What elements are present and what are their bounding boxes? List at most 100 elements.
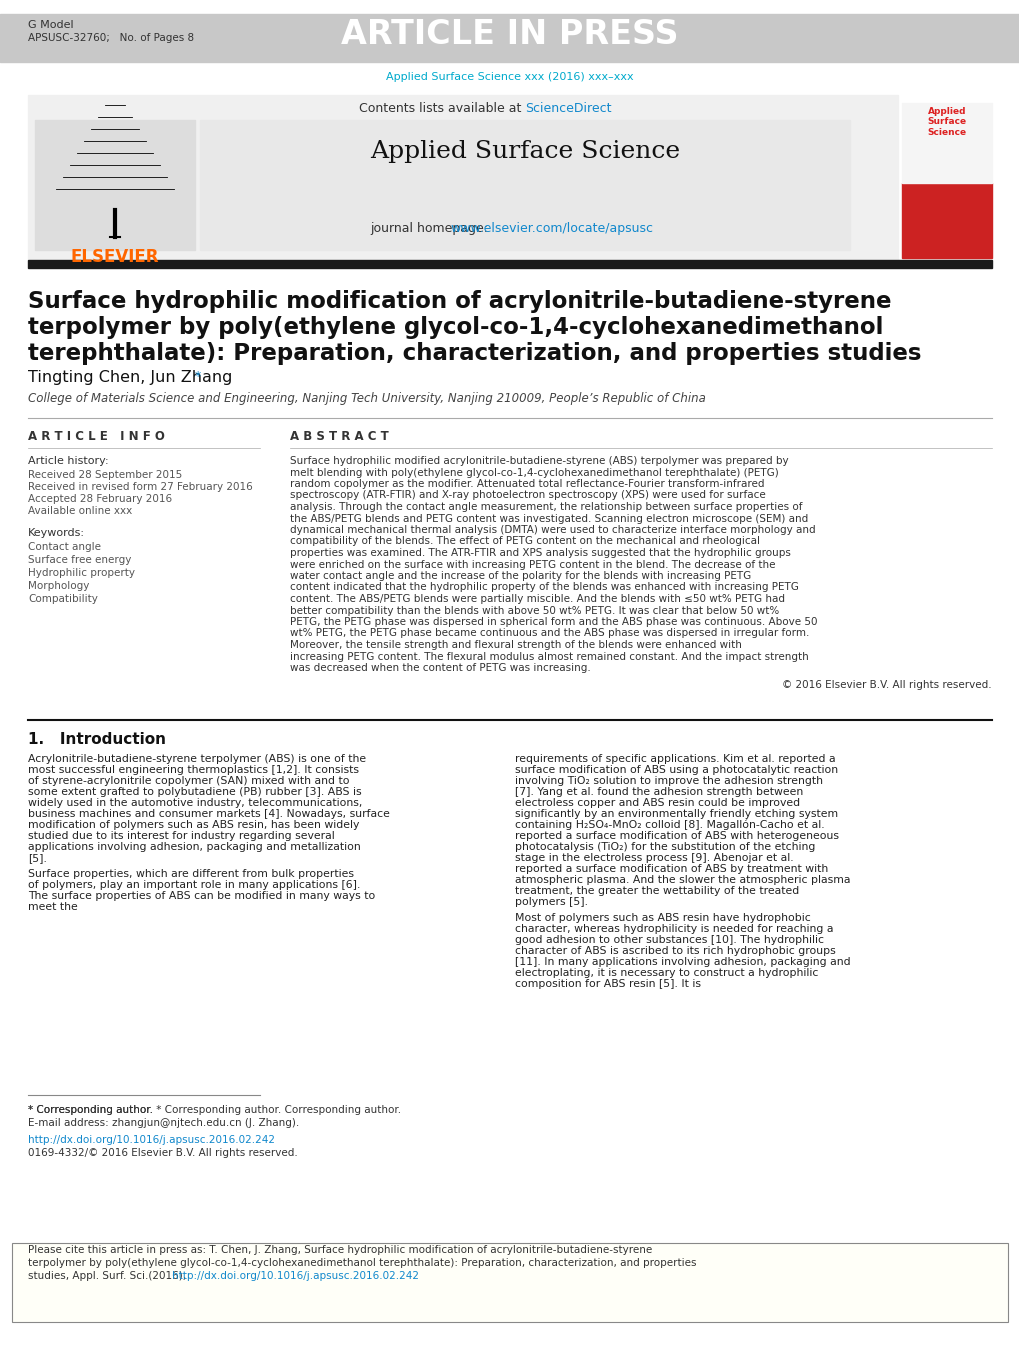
Text: meet the: meet the [28, 902, 77, 912]
Text: Surface hydrophilic modified acrylonitrile-butadiene-styrene (ABS) terpolymer wa: Surface hydrophilic modified acrylonitri… [289, 457, 788, 466]
Text: of polymers, play an important role in many applications [6].: of polymers, play an important role in m… [28, 880, 360, 890]
Text: composition for ABS resin [5]. It is: composition for ABS resin [5]. It is [515, 979, 700, 989]
Bar [35, 120, 195, 250]
Text: content indicated that the hydrophilic property of the blends was enhanced with : content indicated that the hydrophilic p… [289, 582, 798, 593]
Text: Acrylonitrile-butadiene-styrene terpolymer (ABS) is one of the: Acrylonitrile-butadiene-styrene terpolym… [28, 754, 366, 765]
Text: random copolymer as the modifier. Attenuated total reflectance-Fourier transform: random copolymer as the modifier. Attenu… [289, 480, 764, 489]
Text: Surface properties, which are different from bulk properties: Surface properties, which are different … [28, 869, 354, 880]
Text: journal homepage:: journal homepage: [370, 222, 491, 235]
Text: Surface hydrophilic modification of acrylonitrile-butadiene-styrene: Surface hydrophilic modification of acry… [28, 290, 891, 313]
Text: widely used in the automotive industry, telecommunications,: widely used in the automotive industry, … [28, 798, 362, 808]
Text: [11]. In many applications involving adhesion, packaging and: [11]. In many applications involving adh… [515, 957, 850, 967]
Text: studies, Appl. Surf. Sci.(2016),: studies, Appl. Surf. Sci.(2016), [28, 1271, 190, 1281]
Text: *: * [195, 370, 201, 382]
Text: electroplating, it is necessary to construct a hydrophilic: electroplating, it is necessary to const… [515, 969, 817, 978]
Text: business machines and consumer markets [4]. Nowadays, surface: business machines and consumer markets [… [28, 809, 389, 819]
Text: better compatibility than the blends with above 50 wt% PETG. It was clear that b: better compatibility than the blends wit… [289, 605, 779, 616]
Text: melt blending with poly(ethylene glycol-co-1,4-cyclohexanedimethanol terephthala: melt blending with poly(ethylene glycol-… [289, 467, 777, 477]
Text: treatment, the greater the wettability of the treated: treatment, the greater the wettability o… [515, 886, 799, 896]
Text: The surface properties of ABS can be modified in many ways to: The surface properties of ABS can be mod… [28, 892, 375, 901]
Bar [0, 14, 1019, 62]
Text: 1.   Introduction: 1. Introduction [28, 732, 166, 747]
Text: Accepted 28 February 2016: Accepted 28 February 2016 [28, 494, 172, 504]
Text: were enriched on the surface with increasing PETG content in the blend. The decr: were enriched on the surface with increa… [289, 559, 774, 570]
Text: spectroscopy (ATR-FTIR) and X-ray photoelectron spectroscopy (XPS) were used for: spectroscopy (ATR-FTIR) and X-ray photoe… [289, 490, 765, 500]
Text: * Corresponding author. * Corresponding author. Corresponding author.: * Corresponding author. * Corresponding … [28, 1105, 400, 1115]
Bar [901, 182, 991, 258]
Text: analysis. Through the contact angle measurement, the relationship between surfac: analysis. Through the contact angle meas… [289, 503, 802, 512]
Text: applications involving adhesion, packaging and metallization: applications involving adhesion, packagi… [28, 842, 361, 852]
Bar [28, 95, 897, 259]
Text: ARTICLE IN PRESS: ARTICLE IN PRESS [341, 18, 678, 51]
Text: some extent grafted to polybutadiene (PB) rubber [3]. ABS is: some extent grafted to polybutadiene (PB… [28, 788, 362, 797]
Text: Tingting Chen, Jun Zhang: Tingting Chen, Jun Zhang [28, 370, 232, 385]
Text: Applied Surface Science xxx (2016) xxx–xxx: Applied Surface Science xxx (2016) xxx–x… [386, 72, 633, 82]
Text: electroless copper and ABS resin could be improved: electroless copper and ABS resin could b… [515, 798, 799, 808]
Text: Compatibility: Compatibility [28, 594, 98, 604]
Text: reported a surface modification of ABS with heterogeneous: reported a surface modification of ABS w… [515, 831, 839, 842]
Text: terpolymer by poly(ethylene glycol-co-1,4-cyclohexanedimethanol: terpolymer by poly(ethylene glycol-co-1,… [28, 316, 882, 339]
Text: www.elsevier.com/locate/apsusc: www.elsevier.com/locate/apsusc [449, 222, 652, 235]
Text: of styrene-acrylonitrile copolymer (SAN) mixed with and to: of styrene-acrylonitrile copolymer (SAN)… [28, 775, 350, 786]
Text: Hydrophilic property: Hydrophilic property [28, 567, 135, 578]
Text: Article history:: Article history: [28, 457, 108, 466]
Text: content. The ABS/PETG blends were partially miscible. And the blends with ≤50 wt: content. The ABS/PETG blends were partia… [289, 594, 785, 604]
Text: ELSEVIER: ELSEVIER [70, 249, 159, 266]
Text: stage in the electroless process [9]. Abenojar et al.: stage in the electroless process [9]. Ab… [515, 852, 793, 863]
Text: E-mail address: zhangjun@njtech.edu.cn (J. Zhang).: E-mail address: zhangjun@njtech.edu.cn (… [28, 1119, 299, 1128]
Text: PETG, the PETG phase was dispersed in spherical form and the ABS phase was conti: PETG, the PETG phase was dispersed in sp… [289, 617, 816, 627]
Text: 0169-4332/© 2016 Elsevier B.V. All rights reserved.: 0169-4332/© 2016 Elsevier B.V. All right… [28, 1148, 298, 1158]
Text: Morphology: Morphology [28, 581, 90, 590]
Text: Please cite this article in press as: T. Chen, J. Zhang, Surface hydrophilic mod: Please cite this article in press as: T.… [28, 1246, 651, 1255]
Bar [901, 103, 991, 182]
Text: http://dx.doi.org/10.1016/j.apsusc.2016.02.242: http://dx.doi.org/10.1016/j.apsusc.2016.… [171, 1271, 418, 1281]
Bar [901, 103, 991, 258]
Text: Received in revised form 27 February 2016: Received in revised form 27 February 201… [28, 482, 253, 492]
Text: studied due to its interest for industry regarding several: studied due to its interest for industry… [28, 831, 334, 842]
Text: Moreover, the tensile strength and flexural strength of the blends were enhanced: Moreover, the tensile strength and flexu… [289, 640, 741, 650]
Text: College of Materials Science and Engineering, Nanjing Tech University, Nanjing 2: College of Materials Science and Enginee… [28, 392, 705, 405]
Text: reported a surface modification of ABS by treatment with: reported a surface modification of ABS b… [515, 865, 827, 874]
Text: compatibility of the blends. The effect of PETG content on the mechanical and rh: compatibility of the blends. The effect … [289, 536, 759, 547]
Text: containing H₂SO₄-MnO₂ colloid [8]. Magallón-Cacho et al.: containing H₂SO₄-MnO₂ colloid [8]. Magal… [515, 820, 823, 831]
Text: polymers [5].: polymers [5]. [515, 897, 587, 907]
Text: © 2016 Elsevier B.V. All rights reserved.: © 2016 Elsevier B.V. All rights reserved… [782, 680, 991, 689]
Text: Keywords:: Keywords: [28, 528, 85, 538]
Text: character of ABS is ascribed to its rich hydrophobic groups: character of ABS is ascribed to its rich… [515, 946, 835, 957]
Bar [28, 259, 991, 267]
Text: character, whereas hydrophilicity is needed for reaching a: character, whereas hydrophilicity is nee… [515, 924, 833, 934]
Text: modification of polymers such as ABS resin, has been widely: modification of polymers such as ABS res… [28, 820, 359, 830]
Text: water contact angle and the increase of the polarity for the blends with increas: water contact angle and the increase of … [289, 571, 751, 581]
Text: the ABS/PETG blends and PETG content was investigated. Scanning electron microsc: the ABS/PETG blends and PETG content was… [289, 513, 807, 523]
Text: increasing PETG content. The flexural modulus almost remained constant. And the : increasing PETG content. The flexural mo… [289, 651, 808, 662]
Text: Received 28 September 2015: Received 28 September 2015 [28, 470, 182, 480]
Text: wt% PETG, the PETG phase became continuous and the ABS phase was dispersed in ir: wt% PETG, the PETG phase became continuo… [289, 628, 809, 639]
Text: Contents lists available at: Contents lists available at [359, 101, 525, 115]
Text: [5].: [5]. [28, 852, 47, 863]
FancyBboxPatch shape [12, 1243, 1007, 1323]
Text: involving TiO₂ solution to improve the adhesion strength: involving TiO₂ solution to improve the a… [515, 775, 822, 786]
Text: dynamical mechanical thermal analysis (DMTA) were used to characterize interface: dynamical mechanical thermal analysis (D… [289, 526, 815, 535]
Text: Most of polymers such as ABS resin have hydrophobic: Most of polymers such as ABS resin have … [515, 913, 810, 923]
Text: terephthalate): Preparation, characterization, and properties studies: terephthalate): Preparation, characteriz… [28, 342, 920, 365]
Text: terpolymer by poly(ethylene glycol-co-1,4-cyclohexanedimethanol terephthalate): : terpolymer by poly(ethylene glycol-co-1,… [28, 1258, 696, 1269]
Text: http://dx.doi.org/10.1016/j.apsusc.2016.02.242: http://dx.doi.org/10.1016/j.apsusc.2016.… [28, 1135, 275, 1146]
Text: atmospheric plasma. And the slower the atmospheric plasma: atmospheric plasma. And the slower the a… [515, 875, 850, 885]
Bar [200, 120, 849, 250]
Text: surface modification of ABS using a photocatalytic reaction: surface modification of ABS using a phot… [515, 765, 838, 775]
Text: properties was examined. The ATR-FTIR and XPS analysis suggested that the hydrop: properties was examined. The ATR-FTIR an… [289, 549, 790, 558]
Text: photocatalysis (TiO₂) for the substitution of the etching: photocatalysis (TiO₂) for the substituti… [515, 842, 814, 852]
Text: ScienceDirect: ScienceDirect [525, 101, 611, 115]
Text: A R T I C L E   I N F O: A R T I C L E I N F O [28, 430, 165, 443]
Text: was decreased when the content of PETG was increasing.: was decreased when the content of PETG w… [289, 663, 590, 673]
Text: Applied Surface Science: Applied Surface Science [370, 141, 680, 163]
Text: good adhesion to other substances [10]. The hydrophilic: good adhesion to other substances [10]. … [515, 935, 823, 944]
Text: most successful engineering thermoplastics [1,2]. It consists: most successful engineering thermoplasti… [28, 765, 359, 775]
Text: * Corresponding author.: * Corresponding author. [28, 1105, 153, 1115]
Text: G Model: G Model [28, 20, 73, 30]
Text: Surface free energy: Surface free energy [28, 555, 131, 565]
Text: Applied
Surface
Science: Applied Surface Science [926, 107, 966, 136]
Text: Contact angle: Contact angle [28, 542, 101, 553]
Text: Available online xxx: Available online xxx [28, 507, 132, 516]
Text: A B S T R A C T: A B S T R A C T [289, 430, 388, 443]
